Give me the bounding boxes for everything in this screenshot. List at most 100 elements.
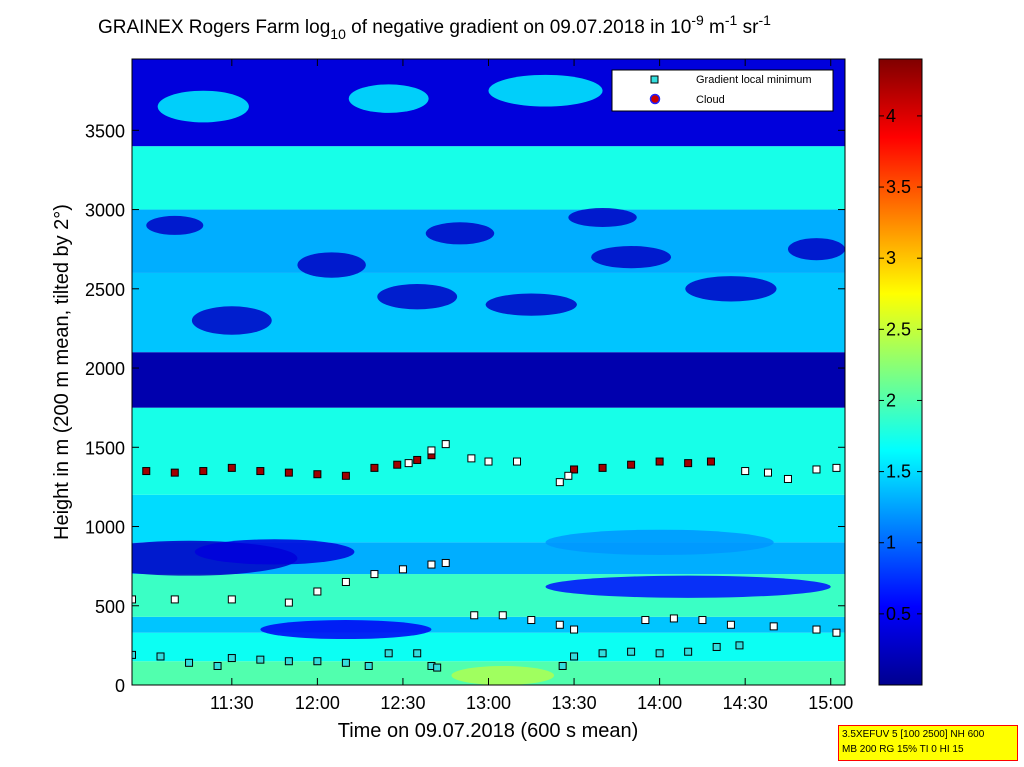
- marker-series1-pt7: [564, 471, 573, 480]
- marker-series0-pt0: [142, 467, 151, 476]
- legend-label-gradient-minimum: Gradient local minimum: [696, 74, 812, 86]
- marker-series0-pt7: [341, 471, 350, 480]
- legend-marker-cloud: [649, 93, 661, 105]
- y-tick-label-2: 1000: [85, 518, 125, 538]
- marker-series1-pt22: [441, 558, 450, 567]
- marker-series0-pt10: [413, 455, 422, 464]
- marker-series1-pt19: [370, 570, 379, 579]
- heatmap-patch-17: [348, 84, 429, 113]
- marker-series1-pt28: [641, 616, 650, 625]
- marker-series1-pt26: [555, 620, 564, 629]
- heatmap-patch-13: [146, 215, 204, 235]
- marker-series1-pt5: [513, 457, 522, 466]
- heatmap-patch-18: [488, 74, 603, 107]
- marker-series2-pt16: [598, 649, 607, 658]
- marker-series0-pt13: [598, 463, 607, 472]
- marker-series1-pt33: [812, 625, 821, 634]
- marker-series1-pt6: [555, 478, 564, 487]
- colorbar-tick-label-2: 1.5: [886, 462, 911, 482]
- x-tick-label-3: 13:00: [466, 693, 511, 713]
- marker-series1-pt11: [812, 465, 821, 474]
- marker-series0-pt3: [227, 463, 236, 472]
- colorbar: [878, 58, 923, 686]
- marker-series1-pt12: [832, 463, 841, 472]
- marker-series2-pt20: [712, 642, 721, 651]
- colorbar-tick-label-4: 2.5: [886, 319, 911, 339]
- marker-series1-pt24: [498, 611, 507, 620]
- marker-series0-pt4: [256, 467, 265, 476]
- heatmap-patch-10: [591, 246, 672, 269]
- x-axis-ticks: 11:30 12:00 12:30 13:00 13:30 14:00 14:30 15:00: [210, 59, 853, 713]
- marker-series1-pt32: [769, 622, 778, 631]
- marker-series1-pt34: [832, 628, 841, 637]
- marker-series1-pt31: [726, 620, 735, 629]
- marker-series1-pt10: [783, 474, 792, 483]
- marker-series1-pt8: [741, 467, 750, 476]
- y-tick-label-6: 3000: [85, 201, 125, 221]
- heatmap-band-2: [132, 616, 845, 633]
- marker-series1-pt4: [484, 457, 493, 466]
- marker-series1-pt23: [470, 611, 479, 620]
- heatmap-patch-11: [685, 276, 777, 302]
- heatmap-field: [132, 59, 845, 685]
- y-tick-label-1: 500: [95, 597, 125, 617]
- marker-series1-pt21: [427, 560, 436, 569]
- marker-series1-pt29: [669, 614, 678, 623]
- heatmap-patch-5: [451, 665, 555, 685]
- x-tick-label-5: 14:00: [637, 693, 682, 713]
- marker-series0-pt2: [199, 467, 208, 476]
- heatmap-patch-16: [157, 90, 249, 123]
- heatmap-band-7: [132, 352, 845, 408]
- y-axis-label: Height in m (200 m mean, tilted by 2°): [51, 204, 73, 540]
- marker-series2-pt10: [384, 649, 393, 658]
- legend: Gradient local minimum Cloud: [611, 69, 834, 112]
- marker-series1-pt20: [398, 565, 407, 574]
- heatmap-band-10: [132, 146, 845, 210]
- heatmap-patch-1: [194, 539, 355, 565]
- colorbar-tick-label-7: 4: [886, 106, 896, 126]
- x-tick-label-2: 12:30: [380, 693, 425, 713]
- marker-series2-pt14: [558, 661, 567, 670]
- colorbar-tick-label-6: 3.5: [886, 177, 911, 197]
- marker-series2-pt4: [227, 654, 236, 663]
- x-tick-label-6: 14:30: [723, 693, 768, 713]
- colorbar-ticks: 0.5 1 1.5 2 2.5 3 3.5 4: [879, 106, 922, 624]
- colorbar-tick-label-1: 1: [886, 533, 896, 553]
- x-tick-label-7: 15:00: [808, 693, 853, 713]
- y-axis-ticks: 0 500 1000 1500 2000 2500 3000 3500: [85, 121, 845, 696]
- x-axis-label: Time on 09.07.2018 (600 s mean): [338, 720, 639, 742]
- heatmap-patch-12: [787, 238, 845, 261]
- marker-series2-pt21: [735, 641, 744, 650]
- marker-series2-pt0: [132, 650, 136, 659]
- legend-marker-gradient-minimum: [650, 75, 659, 84]
- x-tick-label-4: 13:30: [552, 693, 597, 713]
- marker-series1-pt3: [467, 454, 476, 463]
- colorbar-tick-label-5: 3: [886, 248, 896, 268]
- marker-series1-pt16: [284, 598, 293, 607]
- marker-series2-pt8: [341, 658, 350, 667]
- heatmap-band-9: [132, 209, 845, 273]
- marker-series1-pt18: [341, 577, 350, 586]
- info-line-2: MB 200 RG 15% TI 0 HI 15: [842, 744, 964, 755]
- heatmap-patch-4: [545, 529, 774, 556]
- heatmap-patch-2: [260, 620, 432, 640]
- marker-series2-pt15: [570, 652, 579, 661]
- x-tick-label-1: 12:00: [295, 693, 340, 713]
- info-line-1: 3.5XEFUV 5 [100 2500] NH 600: [842, 729, 985, 740]
- heatmap-patch-7: [297, 252, 366, 278]
- marker-series1-pt13: [132, 595, 136, 604]
- heatmap-patch-8: [377, 284, 458, 310]
- chart-title: GRAINEX Rogers Farm log10 of negative gr…: [98, 12, 771, 42]
- legend-box: [611, 69, 834, 112]
- colorbar-tick-label-0: 0.5: [886, 604, 911, 624]
- marker-series1-pt0: [404, 459, 413, 468]
- marker-series2-pt18: [655, 649, 664, 658]
- heatmap-patch-9: [485, 293, 577, 316]
- colorbar-tick-label-3: 2: [886, 390, 896, 410]
- marker-series2-pt17: [627, 647, 636, 656]
- marker-series2-pt6: [284, 657, 293, 666]
- marker-layer: [132, 440, 841, 672]
- marker-series2-pt2: [185, 658, 194, 667]
- marker-series0-pt6: [313, 470, 322, 479]
